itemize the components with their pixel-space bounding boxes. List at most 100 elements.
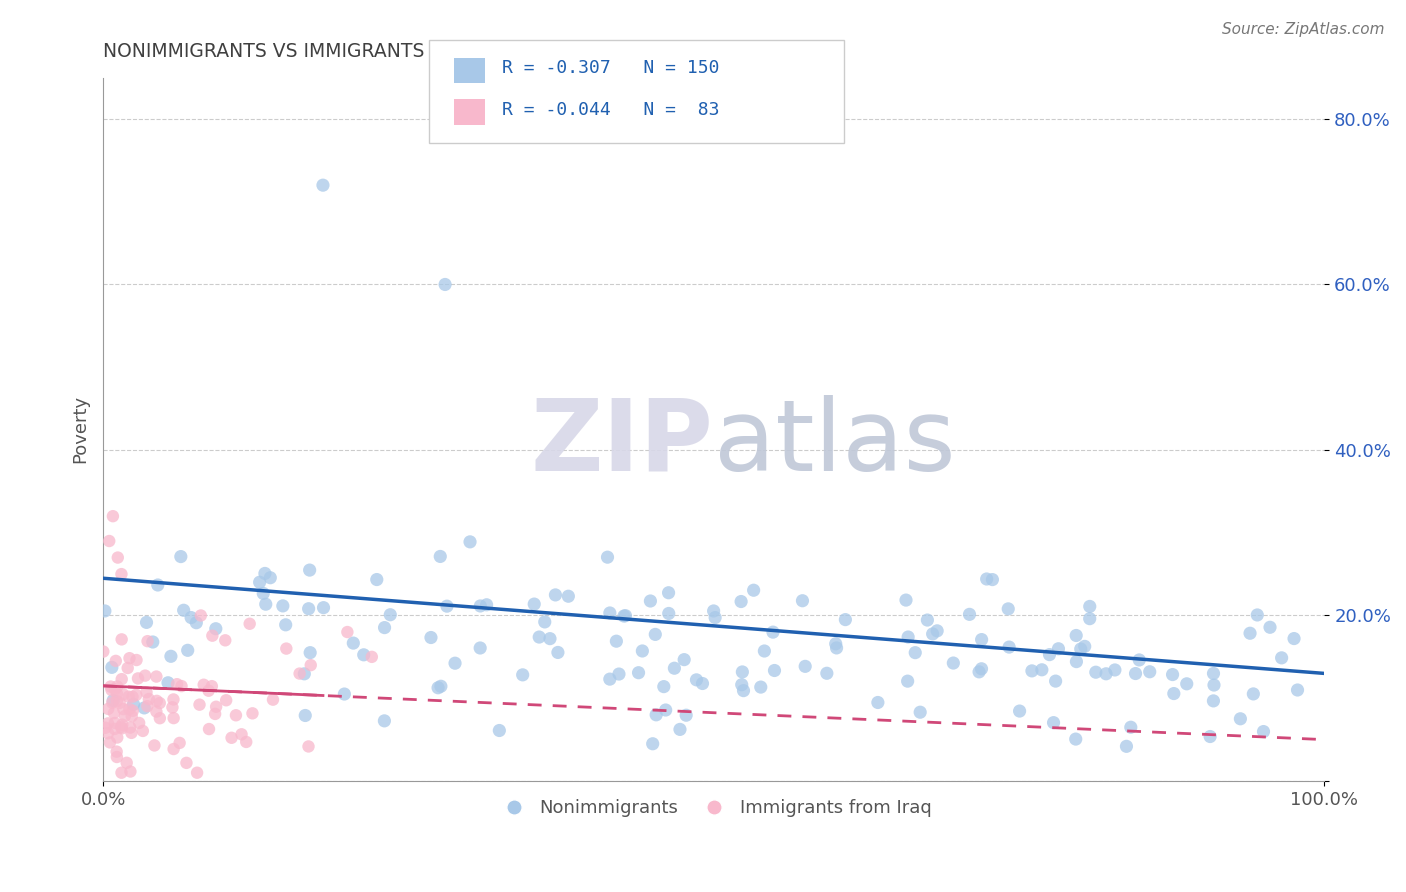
Point bbox=[1119, 720, 1142, 734]
Point bbox=[897, 630, 920, 644]
Point bbox=[145, 705, 167, 719]
Point bbox=[276, 641, 298, 656]
Point bbox=[136, 699, 159, 714]
Text: ZIP: ZIP bbox=[531, 395, 714, 491]
Point bbox=[675, 708, 697, 723]
Point bbox=[163, 711, 186, 725]
Text: Source: ZipAtlas.com: Source: ZipAtlas.com bbox=[1222, 22, 1385, 37]
Point bbox=[111, 632, 134, 647]
Point bbox=[1066, 655, 1088, 669]
Point bbox=[1202, 678, 1225, 692]
Point bbox=[596, 550, 619, 565]
Point bbox=[1021, 664, 1043, 678]
Point bbox=[614, 608, 637, 623]
Point bbox=[115, 756, 138, 770]
Point bbox=[825, 640, 848, 655]
Point bbox=[834, 613, 856, 627]
Point bbox=[997, 602, 1019, 616]
Point bbox=[1286, 683, 1309, 698]
Point bbox=[664, 661, 686, 675]
Point bbox=[146, 694, 169, 708]
Point bbox=[970, 632, 993, 647]
Point bbox=[221, 731, 243, 745]
Point bbox=[118, 702, 141, 716]
Point bbox=[921, 627, 943, 641]
Point bbox=[104, 682, 127, 697]
Point bbox=[967, 665, 990, 679]
Point bbox=[730, 594, 752, 608]
Point bbox=[105, 745, 128, 759]
Point bbox=[1125, 666, 1147, 681]
Point bbox=[470, 640, 492, 655]
Point bbox=[204, 706, 226, 721]
Point bbox=[1084, 665, 1107, 680]
Point bbox=[1038, 648, 1060, 662]
Point bbox=[815, 666, 838, 681]
Text: R = -0.307   N = 150: R = -0.307 N = 150 bbox=[502, 59, 720, 77]
Point bbox=[169, 736, 191, 750]
Point bbox=[430, 679, 453, 693]
Point bbox=[97, 716, 120, 731]
Point bbox=[198, 722, 221, 736]
Point bbox=[673, 653, 696, 667]
Point bbox=[342, 636, 364, 650]
Point bbox=[733, 683, 755, 698]
Point bbox=[111, 717, 134, 731]
Point bbox=[599, 606, 621, 620]
Point bbox=[794, 659, 817, 673]
Point bbox=[640, 594, 662, 608]
Point bbox=[101, 693, 124, 707]
Point bbox=[125, 653, 148, 667]
Point bbox=[434, 277, 457, 292]
Point bbox=[122, 698, 145, 712]
Point bbox=[117, 661, 139, 675]
Point bbox=[134, 701, 156, 715]
Point bbox=[904, 646, 927, 660]
Text: R = -0.044   N =  83: R = -0.044 N = 83 bbox=[502, 101, 720, 119]
Point bbox=[942, 656, 965, 670]
Point bbox=[156, 675, 179, 690]
Legend: Nonimmigrants, Immigrants from Iraq: Nonimmigrants, Immigrants from Iraq bbox=[489, 792, 939, 825]
Point bbox=[201, 679, 224, 693]
Point bbox=[1064, 628, 1087, 642]
Point bbox=[114, 709, 136, 723]
Point bbox=[429, 549, 451, 564]
Point bbox=[259, 571, 281, 585]
Point bbox=[254, 597, 277, 611]
Point bbox=[118, 690, 141, 704]
Point bbox=[146, 578, 169, 592]
Point bbox=[288, 666, 311, 681]
Point bbox=[333, 687, 356, 701]
Point bbox=[110, 765, 132, 780]
Point bbox=[142, 635, 165, 649]
Point bbox=[204, 622, 226, 636]
Point bbox=[512, 668, 534, 682]
Point bbox=[193, 678, 215, 692]
Point bbox=[98, 534, 121, 549]
Point bbox=[1229, 712, 1251, 726]
Point bbox=[298, 563, 321, 577]
Point bbox=[1095, 666, 1118, 681]
Point bbox=[105, 731, 128, 745]
Point bbox=[149, 696, 172, 710]
Point bbox=[547, 645, 569, 659]
Point bbox=[101, 696, 124, 710]
Point bbox=[239, 616, 262, 631]
Point bbox=[91, 644, 114, 658]
Point bbox=[627, 665, 650, 680]
Point bbox=[110, 720, 132, 734]
Point bbox=[488, 723, 510, 738]
Point bbox=[652, 680, 675, 694]
Point bbox=[658, 586, 681, 600]
Point bbox=[427, 681, 450, 695]
Point bbox=[201, 629, 224, 643]
Point bbox=[94, 604, 117, 618]
Point bbox=[108, 696, 131, 710]
Point bbox=[1239, 626, 1261, 640]
Point bbox=[128, 715, 150, 730]
Point bbox=[692, 676, 714, 690]
Point bbox=[180, 610, 202, 624]
Point bbox=[1070, 642, 1092, 657]
Point bbox=[533, 615, 555, 629]
Point bbox=[544, 588, 567, 602]
